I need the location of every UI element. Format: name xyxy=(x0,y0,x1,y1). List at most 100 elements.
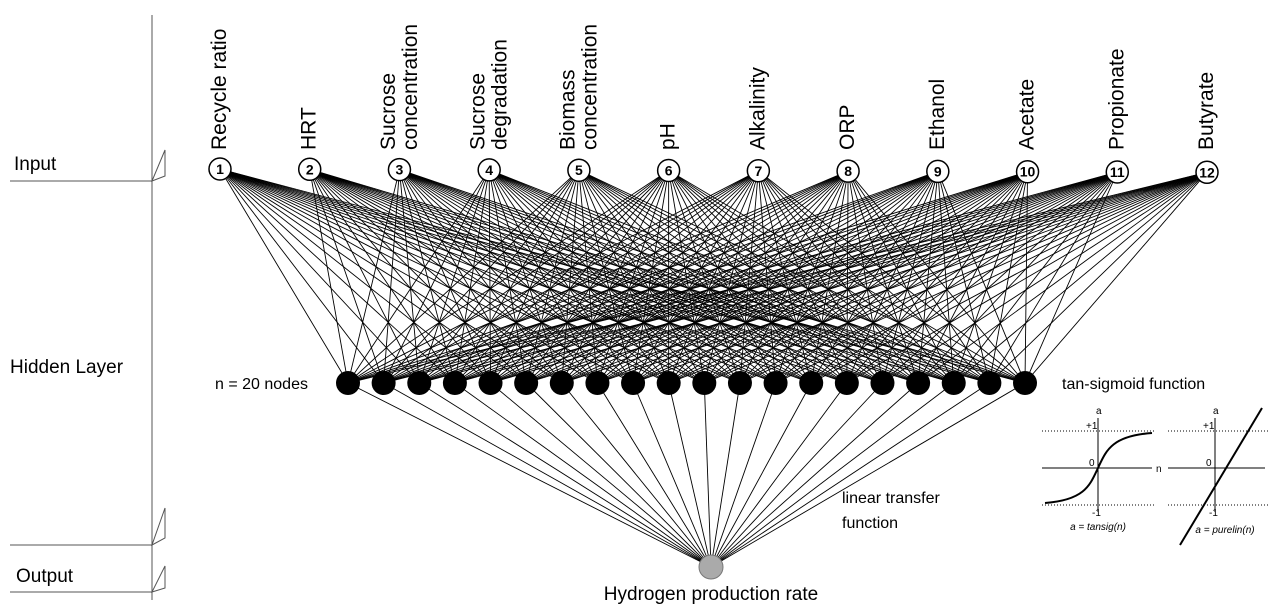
hidden-node xyxy=(941,371,966,395)
input-label-line: pH xyxy=(656,123,679,150)
edge xyxy=(383,382,712,568)
edge xyxy=(775,171,1208,384)
input-label-line: Biomass xyxy=(556,69,579,150)
input-node xyxy=(567,158,591,182)
hidden-node xyxy=(870,371,895,395)
edge xyxy=(383,171,1208,384)
input-node xyxy=(1195,160,1219,185)
edge xyxy=(347,171,1028,384)
edge xyxy=(710,382,990,568)
input-node xyxy=(836,159,860,183)
input-node xyxy=(656,158,681,183)
edge xyxy=(488,169,705,384)
edge xyxy=(525,382,712,568)
edge xyxy=(347,171,1208,384)
edge xyxy=(526,171,1118,384)
edge xyxy=(668,171,1208,384)
edge xyxy=(419,171,1118,384)
plot-label: +1 xyxy=(1203,421,1215,432)
input-number: 3 xyxy=(396,162,404,178)
edge xyxy=(419,382,712,568)
edge xyxy=(710,382,955,568)
input-label-line: Butyrate xyxy=(1195,72,1218,150)
edge xyxy=(882,171,1208,384)
edge xyxy=(710,382,812,568)
input-label-line: Propionate xyxy=(1105,48,1128,150)
input-label-line: Sucrose xyxy=(466,73,489,150)
input-node xyxy=(477,158,501,182)
edge xyxy=(953,171,1208,384)
edge xyxy=(703,382,712,568)
input-label-line: Recycle ratio xyxy=(208,29,231,150)
plot-label: 0 xyxy=(1089,458,1095,469)
edge xyxy=(454,171,1208,384)
input-node xyxy=(297,157,322,182)
edge xyxy=(383,171,1118,384)
plot-label: -1 xyxy=(1092,508,1101,519)
hidden-function: tan-sigmoid function xyxy=(1062,376,1205,393)
input-number: 8 xyxy=(844,163,852,179)
input-node xyxy=(746,159,771,183)
input-label: Biomassconcentration xyxy=(556,24,601,150)
input-number: 4 xyxy=(485,162,493,178)
plot-label: n xyxy=(1156,464,1162,475)
output-label: Hydrogen production rate xyxy=(604,584,818,605)
edge xyxy=(561,382,712,568)
layer-bracket xyxy=(10,15,166,600)
output-function: linear transfer xyxy=(842,490,940,507)
edge xyxy=(810,171,1208,384)
edge xyxy=(454,170,669,384)
input-label: pH xyxy=(656,123,679,150)
edge xyxy=(490,171,1208,384)
input-label-line: degradation xyxy=(488,39,511,150)
hidden-node xyxy=(656,371,681,395)
hidden-node xyxy=(727,371,752,395)
input-label: Sucroseconcentration xyxy=(377,24,422,150)
edge xyxy=(775,171,1118,384)
edge xyxy=(219,168,456,384)
hidden-node xyxy=(585,371,610,395)
hidden-node xyxy=(371,371,396,395)
edge xyxy=(668,382,712,568)
input-node xyxy=(387,157,412,182)
edge xyxy=(739,171,1208,384)
plot-label: +1 xyxy=(1086,421,1098,432)
plot-caption: a = tansig(n) xyxy=(1070,522,1126,533)
hidden-node xyxy=(799,371,824,395)
input-label-line: HRT xyxy=(297,107,320,150)
edge xyxy=(597,382,712,568)
input-number: 10 xyxy=(1020,164,1036,180)
hidden-node xyxy=(514,371,539,395)
edge xyxy=(632,382,712,568)
edge xyxy=(347,382,712,568)
input-number: 9 xyxy=(934,163,942,179)
hidden-node xyxy=(763,371,788,395)
input-number: 12 xyxy=(1199,164,1215,180)
tansig-plot: a +1 0 n -1 a = tansig(n) xyxy=(1042,406,1162,533)
input-label: Propionate xyxy=(1105,48,1128,150)
input-label: Sucrosedegradation xyxy=(466,39,511,150)
edge xyxy=(597,171,1118,384)
edge xyxy=(1024,172,1208,384)
input-label: HRT xyxy=(297,107,320,150)
edge xyxy=(597,171,1208,384)
input-number: 7 xyxy=(754,163,762,179)
edge xyxy=(561,171,1208,384)
input-number: 5 xyxy=(575,162,583,178)
layer-label: Hidden Layer xyxy=(10,357,124,378)
edge xyxy=(704,171,1118,384)
edge xyxy=(454,382,712,568)
input-label: Ethanol xyxy=(925,79,948,150)
edge xyxy=(419,171,1208,384)
hidden-node xyxy=(336,371,360,395)
input-label: Recycle ratio xyxy=(208,29,231,150)
edge xyxy=(917,171,1208,384)
hidden-node xyxy=(834,371,859,395)
input-node xyxy=(208,157,232,181)
output-function: function xyxy=(842,515,898,532)
edge xyxy=(219,168,349,384)
edge xyxy=(347,170,759,384)
edge xyxy=(561,171,1118,384)
